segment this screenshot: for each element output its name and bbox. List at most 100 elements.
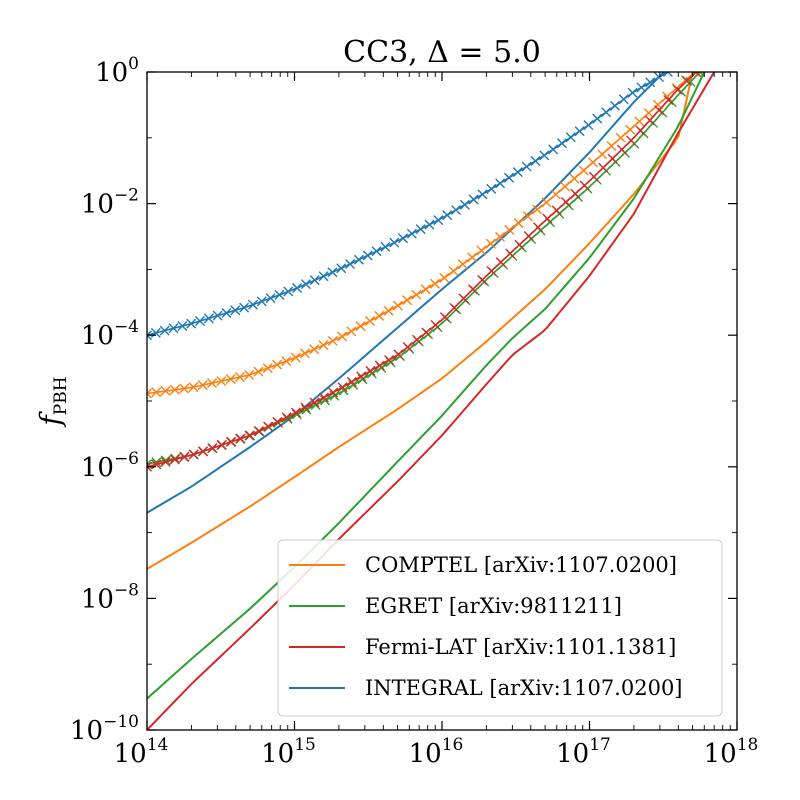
data-point-marker (272, 359, 283, 370)
data-point-marker (579, 180, 590, 191)
legend-entry-label: EGRET [arXiv:9811211] (365, 594, 622, 618)
series-line (147, 72, 696, 395)
data-point-marker (272, 416, 283, 427)
series-line (147, 72, 701, 465)
data-point-marker (634, 116, 645, 127)
data-point-marker (618, 94, 629, 105)
data-point-marker (244, 430, 255, 441)
data-point-marker (457, 259, 468, 270)
data-point-marker (588, 171, 599, 182)
data-point-marker (635, 125, 646, 136)
data-point-marker (290, 407, 301, 418)
data-point-marker (327, 335, 338, 346)
data-point-marker (263, 421, 274, 432)
data-point-marker (380, 241, 391, 252)
data-point-marker (384, 355, 395, 365)
data-point-marker (398, 233, 409, 244)
x-tick-label: 1015 (261, 735, 316, 769)
data-point-marker (597, 149, 608, 160)
series-line (147, 72, 706, 700)
data-point-marker (662, 91, 673, 102)
data-point-marker (411, 289, 422, 300)
data-point-marker (560, 197, 571, 208)
data-point-marker (625, 124, 636, 135)
data-point-marker (574, 126, 585, 137)
data-point-marker (514, 239, 525, 250)
data-point-marker (468, 194, 479, 205)
series-line-1 (147, 72, 706, 700)
data-point-marker (521, 161, 532, 172)
data-point-marker (504, 224, 515, 235)
data-point-marker (348, 379, 359, 390)
data-point-marker (583, 120, 594, 131)
data-point-marker (616, 144, 627, 155)
data-point-marker (451, 204, 461, 215)
data-point-marker (663, 94, 674, 105)
data-point-marker (365, 365, 376, 376)
data-point-marker (253, 426, 264, 437)
data-point-marker (216, 440, 227, 451)
chart-title: CC3, Δ = 5.0 (343, 35, 541, 70)
series-line (147, 72, 716, 730)
data-point-marker (221, 307, 232, 318)
legend: COMPTEL [arXiv:1107.0200] EGRET [arXiv:98… (277, 539, 723, 717)
data-point-marker (169, 384, 180, 395)
x-tick-label: 1017 (556, 735, 611, 769)
data-point-marker (542, 213, 553, 224)
data-point-marker (355, 321, 366, 332)
data-point-marker (486, 183, 497, 194)
data-point-marker (592, 113, 603, 124)
data-point-marker (551, 205, 562, 216)
legend-box (277, 539, 723, 717)
series-markers-6 (147, 72, 705, 470)
data-point-marker (225, 374, 236, 385)
data-point-marker (685, 76, 696, 87)
data-point-marker (532, 204, 543, 215)
x-tick-label: 1018 (704, 735, 759, 769)
data-point-marker (459, 199, 470, 210)
data-point-marker (168, 323, 179, 334)
data-point-marker (150, 327, 161, 338)
data-point-marker (186, 318, 197, 329)
data-point-marker (265, 293, 276, 304)
data-point-marker (402, 342, 413, 353)
data-point-marker (485, 238, 496, 249)
data-point-marker (203, 313, 214, 324)
data-point-marker (357, 374, 368, 385)
x-tick-label: 1016 (409, 735, 464, 769)
axis-ticks: 1014 1015 1016 1017 1018 100 10−2 10−4 10−6 10−8 1… (70, 54, 758, 769)
legend-entry-label: INTEGRAL [arXiv:1107.0200] (365, 676, 683, 700)
data-point-marker (626, 135, 637, 146)
data-point-marker (207, 443, 218, 454)
y-tick-label: 10−8 (81, 580, 139, 614)
series-markers-4 (147, 72, 673, 341)
data-point-marker (601, 107, 612, 118)
data-point-marker (234, 372, 245, 383)
data-point-marker (513, 218, 524, 229)
data-point-marker (682, 75, 693, 86)
data-point-marker (318, 392, 329, 403)
data-point-marker (337, 331, 348, 342)
data-point-marker (244, 370, 255, 381)
data-point-marker (565, 132, 576, 143)
data-point-marker (569, 173, 580, 184)
data-point-marker (160, 456, 171, 467)
data-point-marker (406, 228, 417, 239)
data-point-marker (587, 157, 598, 168)
y-tick-label: 10−6 (81, 449, 139, 483)
data-point-marker (345, 259, 356, 269)
data-point-marker (230, 305, 241, 316)
data-point-marker (318, 271, 329, 282)
data-point-marker (672, 84, 683, 95)
data-point-marker (636, 82, 647, 93)
data-point-marker (274, 289, 285, 300)
data-point-marker (495, 257, 506, 268)
series-line-0 (147, 72, 694, 570)
data-point-marker (235, 433, 246, 444)
plot-frame (146, 71, 738, 731)
data-point-marker (310, 400, 321, 411)
y-tick-label: 100 (95, 54, 139, 88)
data-point-marker (449, 302, 460, 313)
y-axis-label: fPBH (34, 376, 71, 427)
data-point-marker (328, 387, 339, 398)
